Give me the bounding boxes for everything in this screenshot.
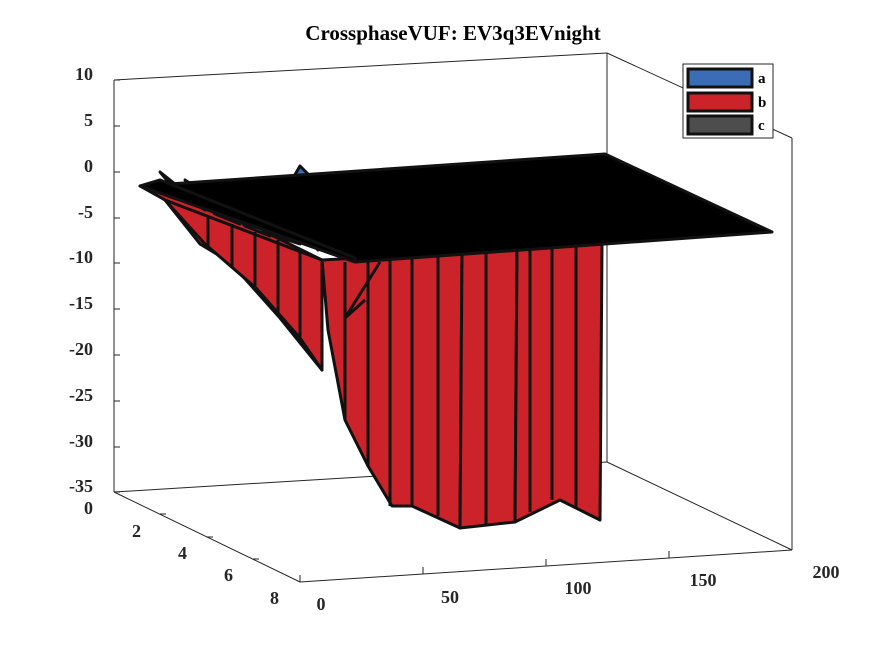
x-tick-label: 150 [690,570,717,590]
x-tick-label: 0 [317,594,326,614]
legend-swatch-c [686,114,754,136]
tick-marks [114,79,670,582]
series-b-strip [458,246,519,530]
y-tick-label: 6 [224,565,233,585]
y-tick-labels: 0 2 4 6 8 [84,498,279,608]
y-tick-label: 4 [178,543,187,563]
chart-title: CrossphaseVUF: EV3q3EVnight [305,21,600,45]
legend-label-c: c [758,118,765,134]
z-tick-label: -5 [78,202,93,222]
z-tick-label: 0 [84,156,93,176]
legend-label-a: a [758,71,766,87]
x-tick-label: 100 [565,578,592,598]
series-c-edge [138,178,357,264]
series-b-strip [320,250,464,530]
legend-item-b: b [686,91,766,113]
floor-right-edge [606,461,793,551]
z-tick-label: -15 [69,293,93,313]
z-tick-label: -10 [69,247,93,267]
z-tick-label: 5 [84,110,93,130]
legend: a b c [682,63,774,139]
y-tick-label: 2 [132,521,141,541]
series-b-strip [513,242,604,524]
y-tick-label: 0 [84,498,93,518]
series-c-surface [138,152,774,264]
x-tick-labels: 0 50 100 150 200 [317,562,840,614]
legend-swatch-b [686,91,754,113]
series-b-ridges [206,216,578,524]
legend-item-c: c [686,114,765,136]
z-tick-label: 10 [75,64,93,84]
legend-item-a: a [686,67,766,89]
z-tick-label: -20 [69,339,93,359]
z-tick-label: -25 [69,385,93,405]
legend-label-b: b [758,95,766,111]
z-tick-label: -30 [69,431,93,451]
y-tick-label: 8 [270,588,279,608]
series-b-surface [138,178,604,530]
legend-swatch-a [686,67,754,89]
x-tick-label: 50 [441,587,459,607]
x-tick-label: 200 [813,562,840,582]
back-top-edge [113,52,608,81]
z-tick-label: -35 [69,476,93,496]
z-tick-labels: 10 5 0 -5 -10 -15 -20 -25 -30 -35 [69,64,93,496]
